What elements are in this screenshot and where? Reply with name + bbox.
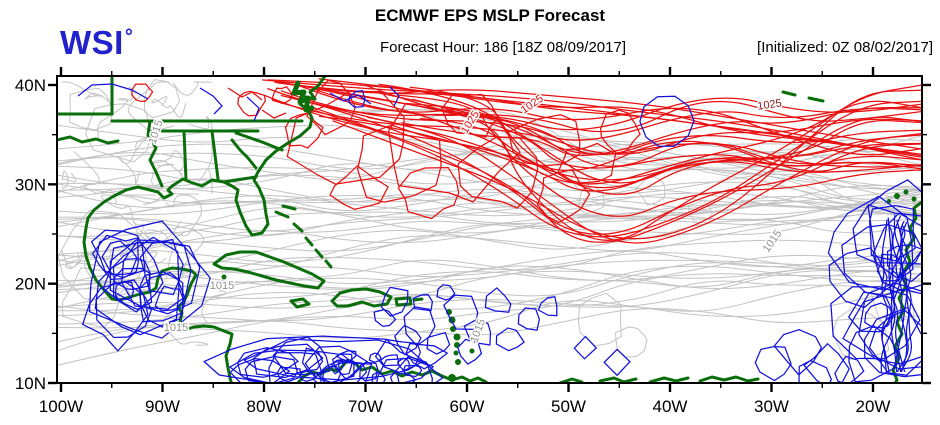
low-pressure-isobars-group (77, 83, 921, 382)
contour-label: 1015 (468, 317, 488, 344)
x-tick-label: 40W (653, 397, 688, 416)
y-tick-label: 20N (15, 275, 46, 294)
contour-label: 1025 (757, 97, 783, 112)
chart-title: ECMWF EPS MSLP Forecast (374, 6, 606, 25)
coastlines-group (58, 77, 921, 382)
contour-label: 1015 (210, 280, 234, 292)
forecast-hour-label: Forecast Hour: 186 [18Z 08/09/2017] (380, 39, 626, 56)
high-pressure-isobars-group (131, 78, 921, 244)
contour-label: 1025 (519, 93, 546, 117)
x-tick-label: 60W (450, 397, 485, 416)
y-tick-label: 10N (15, 374, 46, 393)
x-tick-label: 30W (754, 397, 789, 416)
wsi-logo: WSI° (60, 24, 134, 62)
contour-label: 1015 (761, 228, 785, 255)
wsi-logo-degree-mark: ° (124, 26, 134, 48)
x-tick-label: 70W (348, 397, 383, 416)
x-tick-label: 100W (39, 397, 83, 416)
y-tick-label: 40N (15, 76, 46, 95)
contour-label: 1015 (164, 322, 188, 334)
wsi-logo-text: WSI (60, 24, 124, 61)
x-tick-label: 90W (145, 397, 180, 416)
x-tick-label: 80W (247, 397, 282, 416)
x-tick-label: 20W (856, 397, 891, 416)
x-tick-label: 50W (551, 397, 586, 416)
axis-group: 100W 90W 80W 70W 60W 50W 40W 30W 20W 40N 30N 20N 10N (15, 67, 931, 416)
y-tick-label: 30N (15, 175, 46, 194)
initialized-label: [Initialized: 0Z 08/02/2017] (757, 39, 933, 56)
